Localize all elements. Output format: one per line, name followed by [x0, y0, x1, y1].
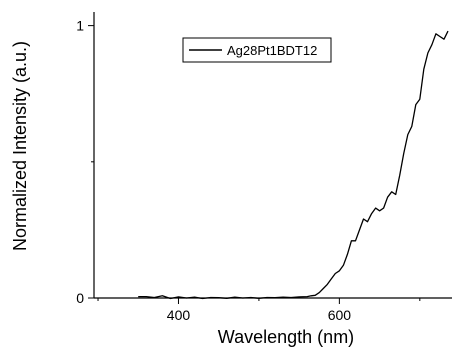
legend: Ag28Pt1BDT12	[182, 37, 332, 63]
y-tick-label: 0	[76, 290, 84, 306]
y-axis-label: Normalized Intensity (a.u.)	[10, 41, 30, 251]
series-line	[138, 30, 449, 300]
y-axis-ticks: 01	[76, 18, 94, 306]
x-axis-ticks: 400 600	[97, 298, 421, 323]
x-tick-label: 400	[167, 307, 191, 323]
x-axis-label: Wavelength (nm)	[218, 327, 354, 347]
series-layer	[138, 30, 449, 300]
legend-label: Ag28Pt1BDT12	[227, 43, 317, 58]
legend-box	[182, 37, 332, 63]
y-tick-label: 1	[76, 18, 84, 34]
x-tick-label: 600	[328, 307, 352, 323]
